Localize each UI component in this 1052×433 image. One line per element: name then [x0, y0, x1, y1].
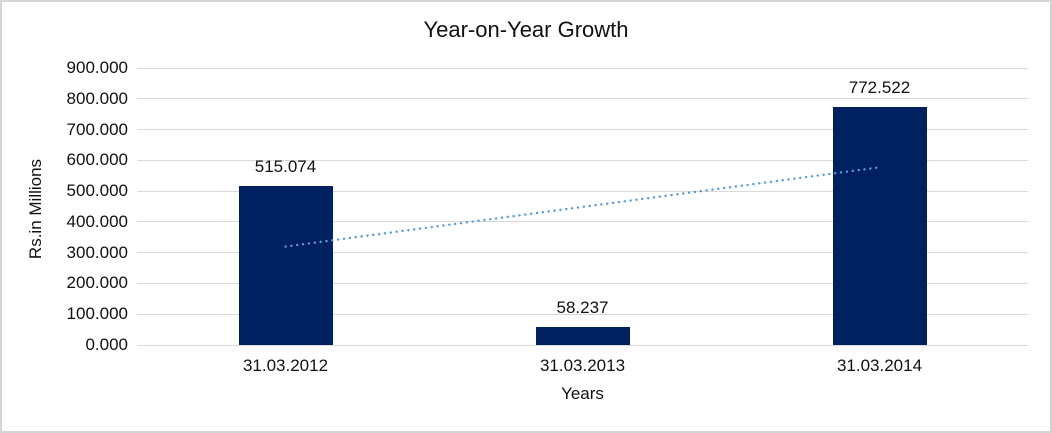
- bar-data-label: 515.074: [254, 157, 317, 177]
- linear-trendline: [284, 166, 881, 248]
- bar-data-label: 772.522: [848, 78, 911, 98]
- x-axis-tick-label: 31.03.2013: [539, 356, 626, 375]
- bar-31.03.2014: [832, 107, 927, 345]
- y-axis-tick-label: 600.000: [66, 150, 128, 170]
- x-axis-tick-label: 31.03.2012: [242, 356, 329, 375]
- y-axis-tick-label: 700.000: [66, 119, 128, 139]
- gridline: [137, 344, 1028, 346]
- gridline: [137, 98, 1028, 100]
- y-axis-title: Rs.in Millions: [26, 158, 45, 260]
- y-axis-tick-label: 200.000: [66, 273, 128, 293]
- gridline: [137, 252, 1028, 254]
- x-axis-tick-label: 31.03.2014: [836, 356, 923, 375]
- y-axis-tick-label: 0.000: [85, 335, 128, 354]
- gridline: [137, 313, 1028, 315]
- y-axis-tick-label: 300.000: [66, 242, 128, 262]
- x-axis-title: Years: [561, 384, 604, 403]
- gridline: [137, 159, 1028, 161]
- y-axis-tick-label: 100.000: [66, 304, 128, 324]
- gridline: [137, 129, 1028, 131]
- trendline-svg: [284, 166, 881, 248]
- gridline: [137, 190, 1028, 192]
- bar-31.03.2012: [238, 186, 333, 345]
- bar-31.03.2013: [535, 327, 630, 345]
- gridline: [137, 67, 1028, 69]
- y-axis-tick-label: 900.000: [66, 58, 128, 77]
- bar-data-label: 58.237: [556, 298, 609, 318]
- chart-title: Year-on-Year Growth: [423, 17, 629, 42]
- gridline: [137, 221, 1028, 223]
- y-axis-tick-label: 400.000: [66, 211, 128, 231]
- y-axis-tick-label: 800.000: [66, 88, 128, 108]
- plot-area: 515.074 58.237 772.522: [137, 67, 1028, 346]
- y-axis-tick-label: 500.000: [66, 181, 128, 201]
- gridline: [137, 282, 1028, 284]
